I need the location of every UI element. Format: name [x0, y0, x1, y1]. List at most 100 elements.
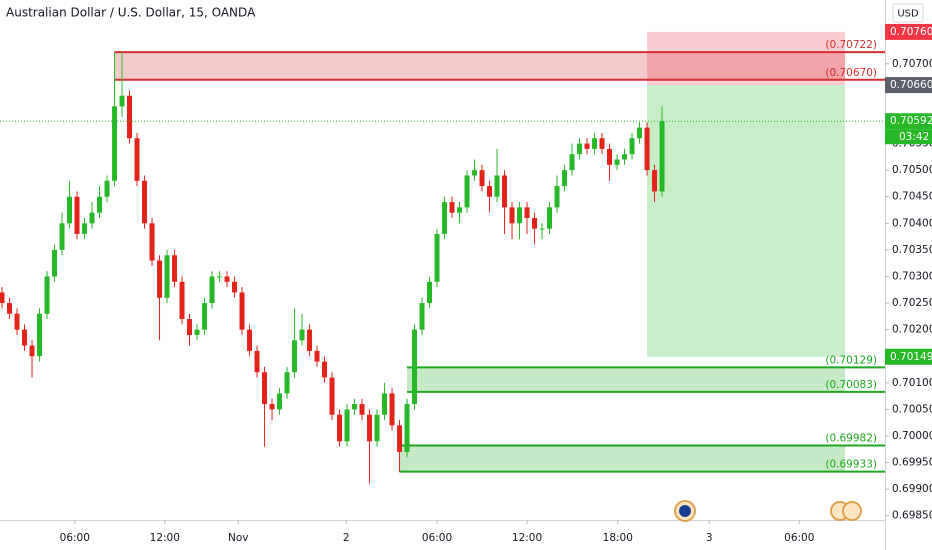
candle-body: [134, 138, 140, 181]
zone: [399, 445, 846, 472]
x-tick-label: 06:00: [784, 532, 814, 544]
candle-body: [412, 329, 418, 405]
candle-body: [479, 170, 485, 187]
y-tick-label: 0.70200: [892, 324, 932, 336]
candle-body: [517, 207, 523, 224]
candle-body: [652, 170, 658, 192]
zone-bottom-label: (0.70670): [825, 67, 877, 79]
candle-body: [359, 404, 365, 415]
candle-body: [547, 207, 553, 229]
y-tick-label: 0.70100: [892, 377, 932, 389]
candle-body: [217, 276, 223, 278]
candle-body: [157, 260, 163, 298]
candle-body: [119, 95, 125, 107]
candle-body: [449, 202, 455, 213]
currency-button[interactable]: [892, 3, 924, 23]
candle-body: [464, 175, 470, 208]
candle-body: [0, 292, 5, 304]
target-tag-label: 0.70149: [890, 351, 932, 363]
stop-tag-label: 0.70760: [890, 26, 932, 38]
candle-body: [322, 361, 328, 378]
candle-body: [67, 196, 73, 224]
candle-body: [149, 223, 155, 261]
candle-body: [494, 175, 500, 197]
candle-body: [344, 409, 350, 442]
candle-body: [89, 212, 95, 224]
candle-body: [187, 319, 193, 335]
candle-body: [509, 207, 515, 224]
candle-body: [254, 350, 260, 373]
candle-body: [179, 281, 185, 320]
candle-body: [97, 196, 103, 213]
candle-body: [374, 414, 380, 442]
candle-body: [22, 329, 28, 346]
candle-body: [487, 186, 493, 197]
y-tick-label: 0.70350: [892, 244, 932, 256]
candle-body: [14, 313, 20, 330]
candle-body: [127, 95, 133, 139]
x-tick-label: 12:00: [512, 532, 542, 544]
candle-body: [532, 217, 538, 229]
candle-body: [112, 106, 118, 181]
candle-body: [239, 292, 245, 330]
y-tick-label: 0.70250: [892, 297, 932, 309]
candle-body: [232, 281, 238, 293]
x-tick-label: 06:00: [422, 532, 452, 544]
candle-body: [442, 202, 448, 234]
candle-body: [74, 196, 80, 234]
candle-body: [419, 303, 425, 330]
candle-body: [314, 350, 320, 362]
candle-body: [539, 228, 545, 230]
candle-body: [382, 393, 388, 415]
candle-body: [644, 127, 650, 171]
x-tick-label: Nov: [228, 532, 249, 544]
candle-body: [247, 329, 253, 351]
zone: [407, 367, 846, 392]
entry-tag: [885, 77, 932, 94]
y-tick-label: 0.70700: [892, 58, 932, 70]
candle-body: [329, 377, 335, 415]
candle-body: [307, 329, 313, 351]
candle-body: [427, 281, 433, 304]
chart-title: Australian Dollar / U.S. Dollar, 15, OAN…: [6, 6, 256, 20]
stop-tag: [885, 23, 932, 40]
candle-body: [269, 404, 275, 410]
y-tick-label: 0.69850: [892, 510, 932, 522]
zone-top-label: (0.70129): [825, 354, 877, 366]
candle-body: [389, 393, 395, 426]
candle-body: [337, 414, 343, 442]
candle-body: [629, 138, 635, 155]
candle-body: [194, 329, 200, 335]
candle-body: [472, 170, 478, 176]
stop-zone: [647, 31, 846, 86]
candle-body: [592, 138, 598, 149]
candle-body: [622, 154, 628, 160]
y-tick-label: 0.70500: [892, 164, 932, 176]
x-tick-label: 3: [706, 532, 713, 544]
flag-badge: [674, 500, 696, 522]
candle-body: [524, 207, 530, 218]
x-tick-label: 18:00: [603, 532, 633, 544]
candle-body: [44, 276, 50, 314]
candle-body: [29, 345, 35, 357]
candle-body: [262, 372, 268, 405]
currency-label[interactable]: USD: [897, 9, 919, 20]
x-tick-label: 06:00: [60, 532, 90, 544]
candle-body: [292, 340, 298, 373]
candle-body: [352, 404, 358, 410]
entry-tag-label: 0.70660: [890, 79, 932, 91]
candle-body: [577, 143, 583, 155]
y-tick-label: 0.69950: [892, 457, 932, 469]
candle-body: [52, 249, 58, 277]
candle-body: [554, 186, 560, 208]
countdown-tag: [885, 129, 932, 145]
last-price-tag: [885, 113, 932, 130]
candle-body: [164, 255, 170, 298]
candle-body: [142, 180, 148, 224]
y-tick-label: 0.69900: [892, 483, 932, 495]
candle-body: [562, 170, 568, 187]
candle-body: [659, 121, 665, 192]
zone-top-label: (0.69982): [825, 433, 877, 445]
candle-body: [172, 255, 178, 282]
